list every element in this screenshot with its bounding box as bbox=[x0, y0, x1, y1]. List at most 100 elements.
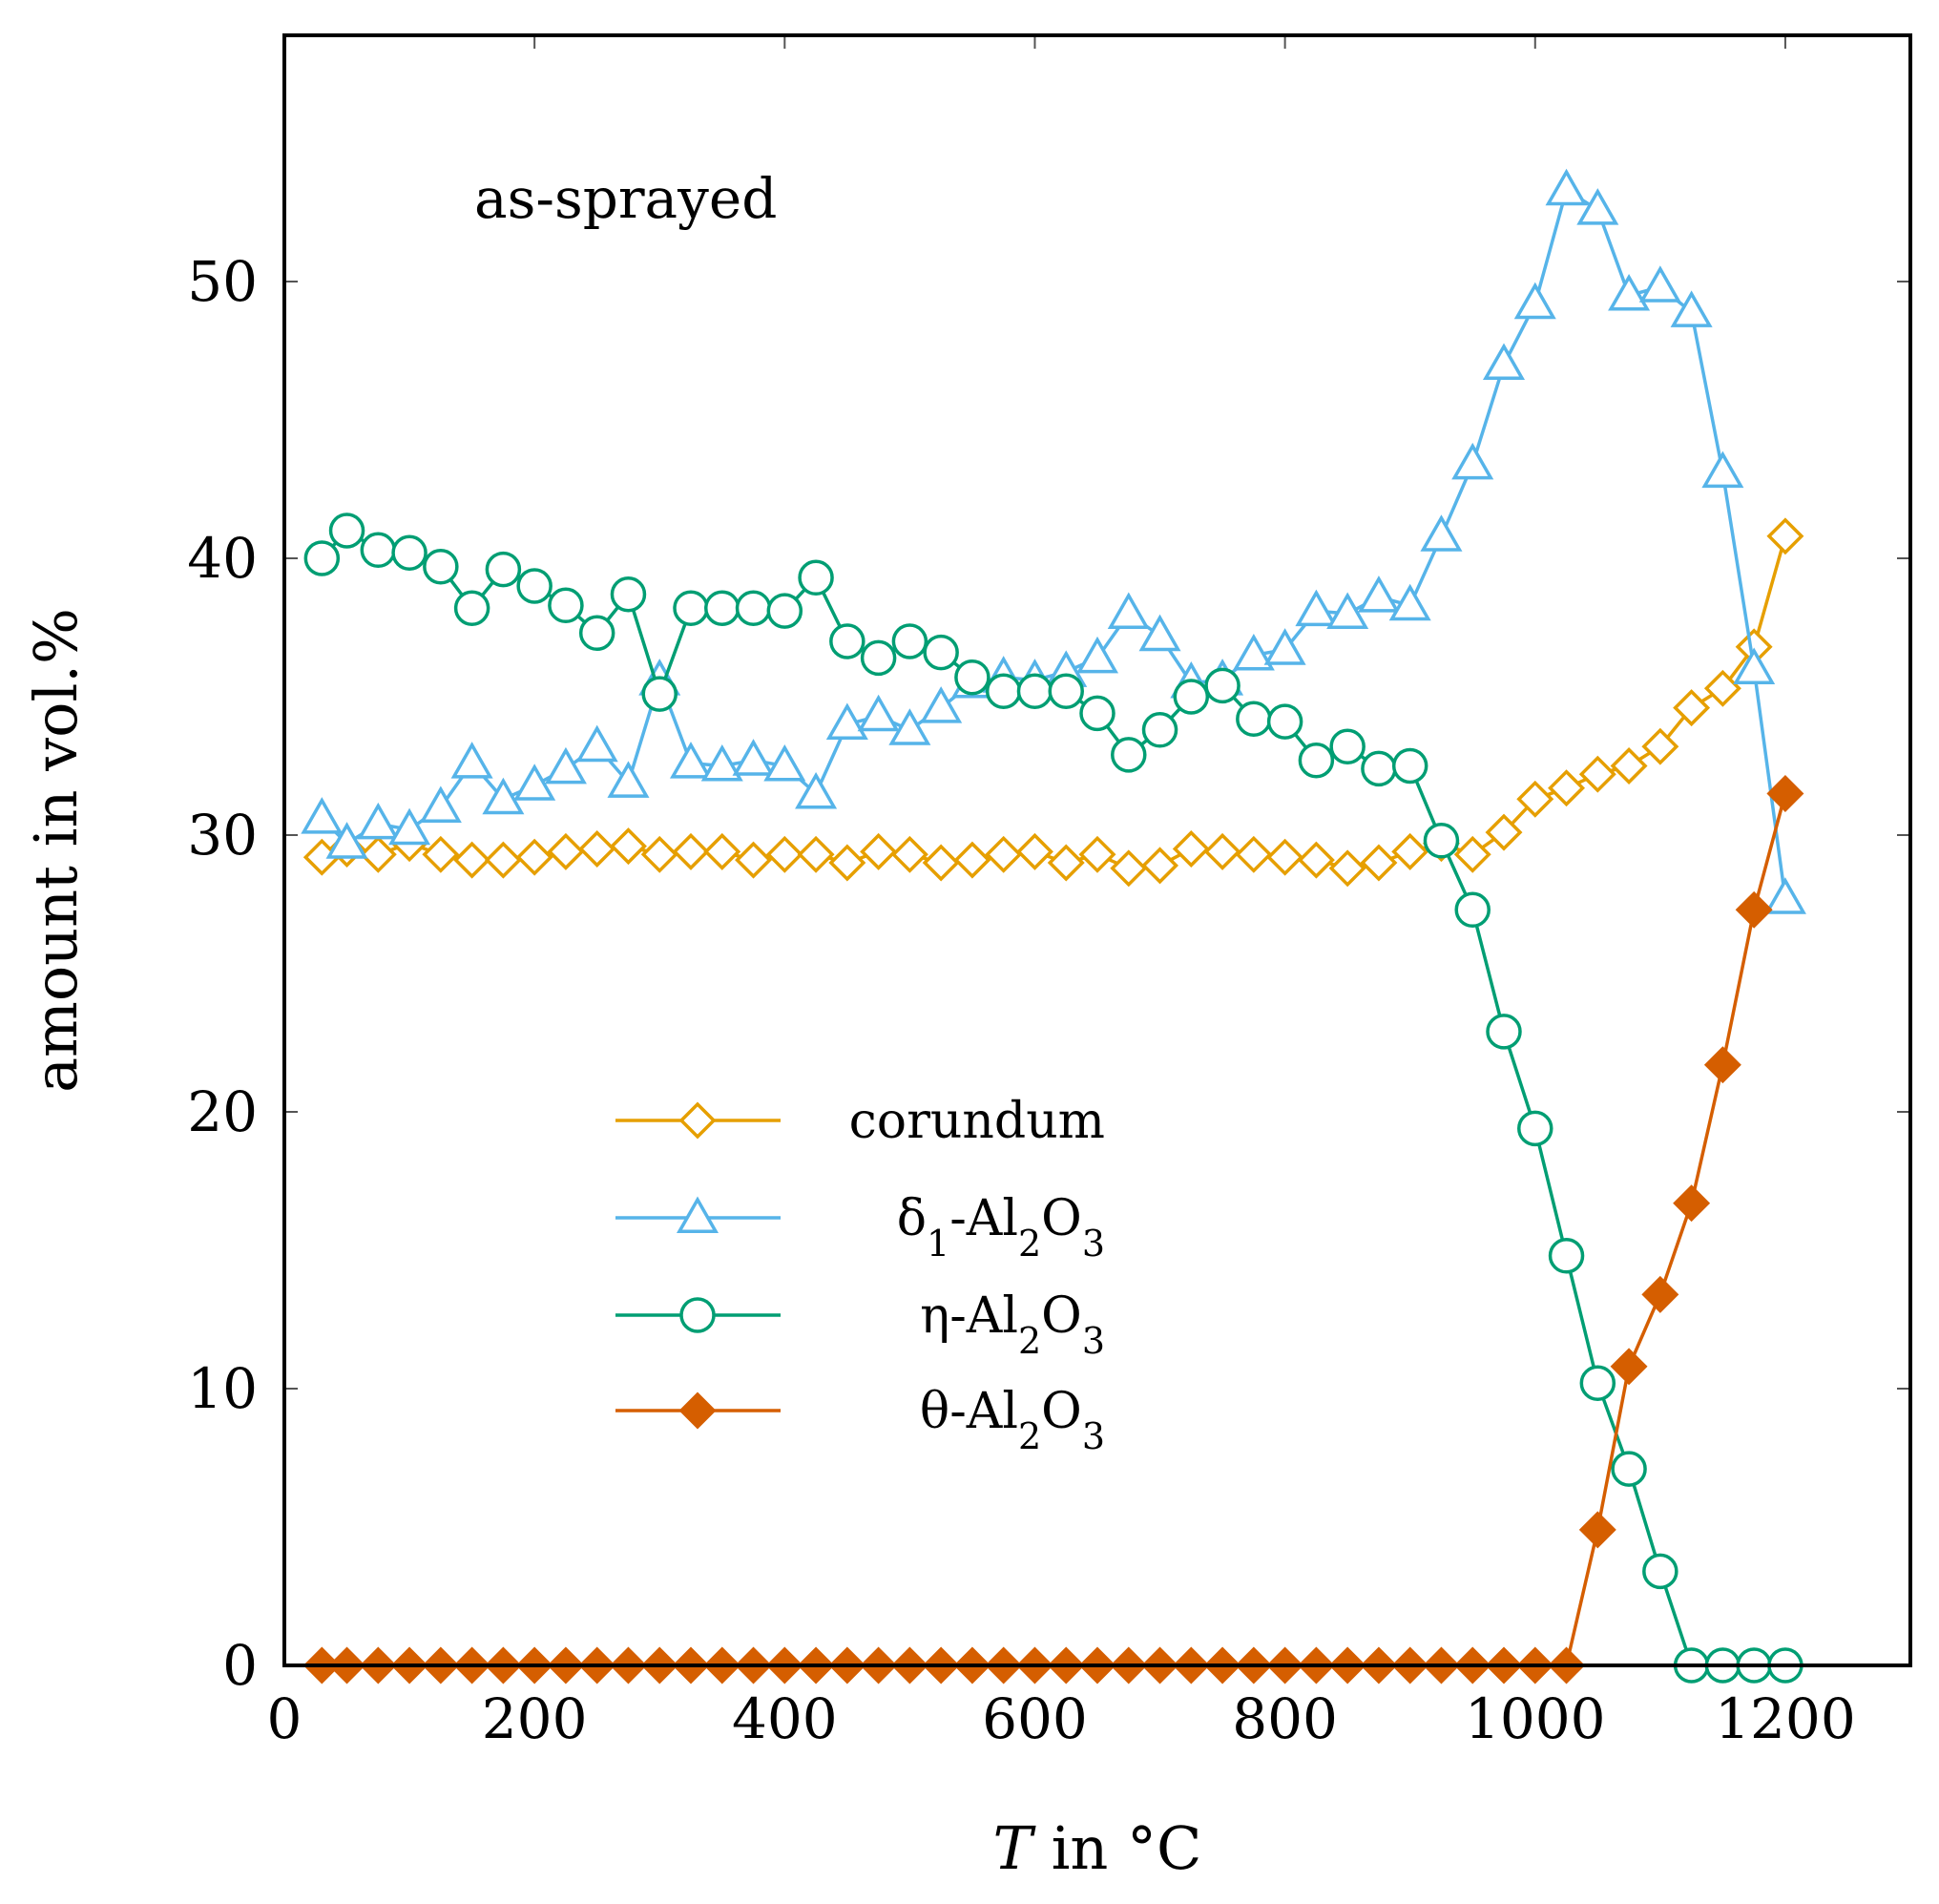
series-2-point bbox=[482, 777, 525, 815]
series-4-point bbox=[1735, 890, 1773, 929]
series-3 bbox=[303, 513, 1803, 1684]
series-1-point bbox=[1297, 841, 1335, 879]
series-2-point bbox=[1357, 575, 1400, 613]
legend-subscript: 3 bbox=[1082, 1415, 1105, 1457]
series-3-point bbox=[1611, 1451, 1647, 1487]
series-3-point bbox=[1236, 701, 1272, 737]
series-3-point bbox=[735, 590, 772, 626]
series-1-point bbox=[1141, 847, 1179, 885]
series-2-point bbox=[1075, 636, 1119, 674]
series-3-point bbox=[360, 532, 397, 569]
series-1-point bbox=[1078, 835, 1116, 873]
legend-item: η-Al2O3 bbox=[615, 1287, 1105, 1362]
series-1-point bbox=[985, 835, 1023, 873]
series-3-point bbox=[303, 540, 341, 576]
series-3-point bbox=[923, 634, 959, 671]
series-2-point bbox=[1451, 442, 1494, 480]
series-1-point bbox=[703, 832, 741, 870]
series-2-point bbox=[388, 807, 431, 846]
series-1-point bbox=[1172, 830, 1210, 868]
series-4-point bbox=[1641, 1275, 1679, 1313]
series-1-point bbox=[922, 844, 960, 882]
x-tick-label: 1000 bbox=[1465, 1686, 1606, 1751]
series-1-point bbox=[672, 832, 710, 870]
legend-marker bbox=[679, 1297, 716, 1333]
series-3-point bbox=[1391, 747, 1428, 785]
series-3-point bbox=[891, 623, 928, 659]
series-2-point bbox=[669, 742, 713, 779]
series-2-point bbox=[1608, 273, 1651, 311]
series-layer bbox=[301, 168, 1806, 1684]
series-3-point bbox=[1111, 737, 1147, 773]
series-1-point bbox=[1203, 832, 1241, 870]
series-1-point bbox=[422, 835, 460, 873]
series-2-point bbox=[1763, 877, 1806, 914]
series-4-point bbox=[1610, 1348, 1648, 1386]
legend-text: -Al bbox=[949, 1287, 1018, 1345]
legend-text: O bbox=[1041, 1383, 1082, 1440]
series-1-point bbox=[1360, 844, 1398, 882]
series-3-point bbox=[548, 587, 584, 624]
series-3-point bbox=[453, 590, 490, 626]
series-1-point bbox=[1578, 755, 1616, 793]
series-1-point bbox=[1453, 835, 1491, 873]
series-1-point bbox=[1328, 849, 1366, 888]
x-tick-label: 800 bbox=[1232, 1686, 1338, 1751]
series-3-point bbox=[1329, 728, 1366, 764]
legend-text: O bbox=[1041, 1287, 1082, 1345]
series-4-point bbox=[1673, 1184, 1711, 1223]
series-3-point bbox=[1642, 1553, 1678, 1590]
legend-marker bbox=[678, 1391, 717, 1430]
legend-item: corundum bbox=[615, 1093, 1105, 1150]
series-2-point bbox=[763, 743, 806, 782]
series-3-point bbox=[1486, 1014, 1522, 1050]
series-2-point bbox=[1670, 290, 1713, 327]
series-3-point bbox=[1048, 673, 1084, 709]
annotation-as-sprayed: as-sprayed bbox=[474, 166, 777, 231]
series-3-point bbox=[1016, 673, 1053, 709]
series-1-point bbox=[1047, 844, 1085, 882]
series-2-point bbox=[1388, 583, 1431, 621]
series-1-point bbox=[1485, 813, 1523, 851]
series-1-point bbox=[578, 830, 616, 868]
plot-frame bbox=[282, 33, 1912, 1667]
series-1-point bbox=[453, 841, 491, 879]
series-2-point bbox=[1638, 265, 1681, 303]
series-1-point bbox=[484, 841, 522, 879]
series-2-point bbox=[419, 785, 462, 823]
series-1-point bbox=[1266, 838, 1304, 876]
legend-label: θ-Al2O3 bbox=[920, 1383, 1105, 1457]
series-1-point bbox=[547, 832, 585, 870]
series-1-point bbox=[359, 835, 397, 873]
series-2-point bbox=[857, 694, 900, 732]
series-2-point bbox=[1545, 168, 1588, 206]
series-1-point bbox=[1673, 689, 1711, 727]
series-2-point bbox=[325, 822, 368, 859]
x-tick-label: 0 bbox=[267, 1686, 302, 1751]
series-3-point bbox=[1517, 1110, 1553, 1147]
x-tick-label: 200 bbox=[482, 1686, 588, 1751]
series-2-point bbox=[1733, 647, 1776, 684]
series-2-point bbox=[1513, 282, 1556, 320]
series-2-point bbox=[825, 702, 868, 740]
series-2-point bbox=[607, 761, 650, 798]
series-3-point bbox=[1361, 750, 1397, 787]
series-3-point bbox=[328, 513, 365, 549]
series-3-point bbox=[798, 559, 834, 596]
series-2-point bbox=[888, 708, 931, 745]
legend-text: -Al bbox=[949, 1383, 1018, 1440]
x-tick-label: 600 bbox=[982, 1686, 1088, 1751]
series-3-point bbox=[641, 676, 678, 712]
series-1-point bbox=[1548, 769, 1586, 807]
series-3-point bbox=[954, 659, 990, 696]
series-4-point bbox=[1578, 1511, 1616, 1549]
series-1-point bbox=[765, 835, 803, 873]
legend-marker bbox=[678, 1101, 717, 1140]
series-2-point bbox=[575, 724, 618, 763]
series-1-point bbox=[1015, 832, 1053, 870]
series-3-point bbox=[391, 534, 427, 571]
tick-labels: 0 200 400 600 800 1000 1200 0 10 20 30 40 50 bbox=[187, 249, 1856, 1751]
y-tick-label: 0 bbox=[222, 1633, 258, 1698]
series-3-point bbox=[704, 590, 740, 626]
